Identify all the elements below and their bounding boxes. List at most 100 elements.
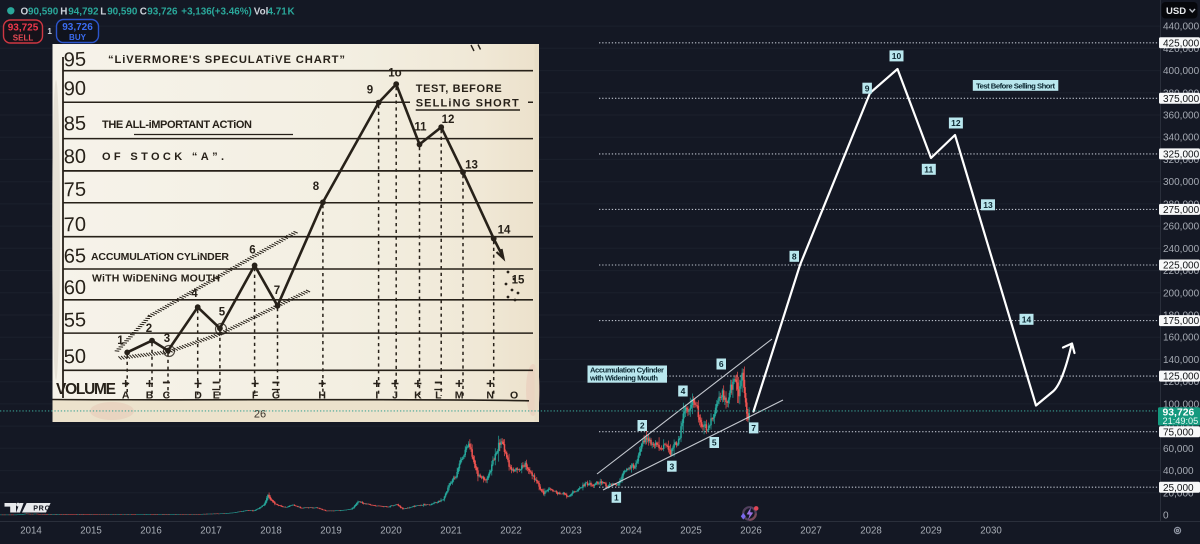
svg-text:220,000: 220,000 [1163, 266, 1200, 277]
svg-text:USD: USD [1166, 6, 1186, 17]
svg-text:9: 9 [865, 83, 870, 93]
svg-text:THE ALL-iMPORTANT ACTiON: THE ALL-iMPORTANT ACTiON [102, 119, 252, 131]
svg-text:120,000: 120,000 [1163, 377, 1200, 388]
svg-text:ACCUMULATiON CYLiNDER: ACCUMULATiON CYLiNDER [91, 251, 229, 263]
svg-text:Test Before Selling Short: Test Before Selling Short [976, 81, 1055, 90]
svg-text:2018: 2018 [260, 526, 282, 537]
svg-text:Accumulation Cylinder: Accumulation Cylinder [590, 366, 664, 375]
svg-text:2030: 2030 [980, 526, 1002, 537]
svg-text:11: 11 [414, 122, 427, 134]
svg-text:14: 14 [498, 225, 511, 237]
svg-text:5: 5 [219, 307, 226, 319]
svg-text:2016: 2016 [140, 526, 162, 537]
svg-text:12: 12 [442, 114, 455, 126]
svg-text:Vol: Vol [254, 6, 269, 17]
svg-text:325,000: 325,000 [1163, 150, 1200, 161]
svg-text:7: 7 [751, 423, 756, 433]
svg-text:3: 3 [164, 333, 170, 345]
svg-text:3: 3 [670, 461, 675, 471]
svg-text:440,000: 440,000 [1163, 22, 1200, 33]
svg-text:93,725: 93,725 [8, 23, 39, 34]
svg-text:OF STOCK “A”.: OF STOCK “A”. [102, 151, 224, 163]
svg-text:2021: 2021 [440, 526, 462, 537]
svg-text:6: 6 [719, 359, 724, 369]
svg-text:5: 5 [712, 438, 717, 448]
svg-text:2027: 2027 [800, 526, 822, 537]
svg-text:100,000: 100,000 [1163, 399, 1200, 410]
svg-text:300,000: 300,000 [1163, 177, 1200, 188]
svg-text:360,000: 360,000 [1163, 111, 1200, 122]
svg-text:4: 4 [191, 288, 198, 300]
svg-text:O: O [21, 6, 29, 17]
svg-text:2026: 2026 [740, 526, 762, 537]
svg-text:25,000: 25,000 [1163, 483, 1194, 494]
svg-text:7: 7 [274, 285, 280, 297]
svg-text:2029: 2029 [920, 526, 942, 537]
svg-text:+3,136: +3,136 [181, 6, 212, 17]
svg-text:BUY: BUY [69, 33, 87, 42]
svg-text:90,590: 90,590 [107, 6, 138, 17]
svg-text:70: 70 [63, 214, 86, 237]
svg-text:375,000: 375,000 [1163, 94, 1200, 105]
svg-text:6: 6 [249, 245, 255, 257]
svg-text:K: K [414, 390, 422, 402]
svg-text:94,792: 94,792 [68, 6, 99, 17]
svg-text:A: A [122, 390, 130, 402]
svg-text:13: 13 [983, 200, 993, 210]
svg-text:75: 75 [63, 179, 86, 202]
svg-text:425,000: 425,000 [1163, 38, 1200, 49]
svg-text:D: D [194, 390, 202, 402]
svg-text:TEST, BEFORE: TEST, BEFORE [416, 83, 502, 95]
svg-text:2: 2 [640, 421, 645, 431]
svg-text:(+3.46%): (+3.46%) [212, 6, 252, 17]
svg-text:225,000: 225,000 [1163, 261, 1200, 272]
svg-text:1: 1 [47, 27, 52, 36]
svg-text:275,000: 275,000 [1163, 205, 1200, 216]
svg-text:93,726: 93,726 [62, 22, 93, 33]
svg-text:90: 90 [63, 78, 86, 101]
svg-text:75,000: 75,000 [1163, 427, 1194, 438]
svg-text:4.71: 4.71 [268, 6, 288, 17]
svg-text:60,000: 60,000 [1163, 444, 1194, 455]
svg-text:21:49:05: 21:49:05 [1163, 416, 1199, 426]
svg-text:60: 60 [63, 277, 86, 300]
svg-text:50: 50 [63, 346, 86, 369]
svg-text:B: B [146, 390, 154, 402]
svg-text:200,000: 200,000 [1163, 288, 1200, 299]
svg-text:PRO: PRO [33, 504, 51, 513]
svg-text:O: O [510, 390, 518, 402]
svg-text:14: 14 [1022, 315, 1032, 325]
svg-text:E: E [213, 390, 220, 402]
svg-text:26: 26 [254, 409, 266, 421]
svg-text:M: M [455, 390, 464, 402]
svg-text:0: 0 [1163, 511, 1169, 522]
svg-text:9: 9 [367, 85, 373, 97]
svg-text:40,000: 40,000 [1163, 466, 1194, 477]
svg-text:C: C [140, 6, 147, 17]
svg-text:N: N [486, 390, 494, 402]
svg-text:260,000: 260,000 [1163, 222, 1200, 233]
svg-text:2019: 2019 [320, 526, 342, 537]
svg-text:G: G [272, 390, 280, 402]
svg-text:I: I [375, 390, 378, 402]
svg-text:160,000: 160,000 [1163, 333, 1200, 344]
svg-text:1o: 1o [388, 68, 401, 80]
svg-text:8: 8 [313, 181, 320, 193]
svg-text:VOLUME: VOLUME [56, 381, 116, 398]
svg-text:“LiVERMORE'S SPECULATiVE CH: “LiVERMORE'S SPECULATiVE CHART” [108, 54, 345, 66]
svg-text:15: 15 [512, 275, 525, 287]
svg-text:11: 11 [924, 165, 933, 175]
svg-text:400,000: 400,000 [1163, 66, 1200, 77]
svg-text:125,000: 125,000 [1163, 372, 1200, 383]
svg-text:13: 13 [465, 160, 478, 172]
svg-text:4: 4 [681, 386, 686, 396]
svg-text:2022: 2022 [500, 526, 522, 537]
svg-text:140,000: 140,000 [1163, 355, 1200, 366]
svg-text:93,726: 93,726 [147, 6, 178, 17]
svg-text:93,726: 93,726 [1163, 408, 1195, 419]
svg-text:10: 10 [892, 51, 902, 61]
svg-text:90,590: 90,590 [28, 6, 59, 17]
svg-text:8: 8 [792, 252, 797, 262]
svg-text:2020: 2020 [380, 526, 402, 537]
svg-text:85: 85 [63, 113, 86, 136]
